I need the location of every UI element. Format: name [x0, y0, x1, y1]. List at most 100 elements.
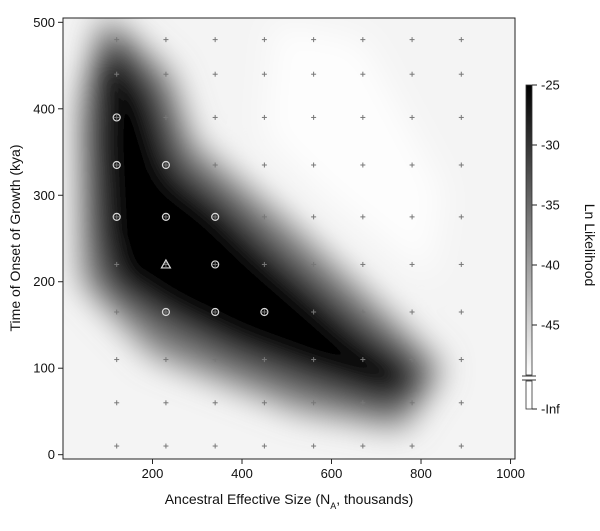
- grid-point: [261, 214, 267, 220]
- y-tick-label: 500: [33, 15, 55, 30]
- grid-point: [311, 214, 317, 220]
- grid-point: [458, 114, 464, 120]
- grid-point: [311, 309, 317, 315]
- grid-point: [261, 261, 267, 267]
- x-tick-label: 800: [410, 466, 432, 481]
- grid-point: [261, 162, 267, 168]
- x-tick-label: 600: [321, 466, 343, 481]
- grid-point: [360, 71, 366, 77]
- grid-point: [360, 261, 366, 267]
- circle-marker: [211, 260, 220, 269]
- x-tick-label: 400: [231, 466, 253, 481]
- grid-point: [212, 37, 218, 43]
- grid-point: [458, 37, 464, 43]
- grid-point: [409, 357, 415, 363]
- grid-point: [311, 114, 317, 120]
- circle-marker: [112, 160, 121, 170]
- grid-point: [261, 357, 267, 363]
- colorbar-tick-label: -40: [541, 258, 560, 273]
- colorbar-label: Ln Likelihood: [582, 204, 598, 287]
- y-tick-label: 0: [48, 447, 55, 462]
- grid-point: [212, 162, 218, 168]
- grid-points: [114, 37, 464, 449]
- circle-marker: [112, 113, 121, 122]
- grid-point: [212, 357, 218, 363]
- circle-marker: [161, 160, 171, 170]
- plot-frame: [62, 17, 516, 460]
- grid-point: [163, 162, 169, 168]
- y-tick-label: 400: [33, 101, 55, 116]
- grid-point: [458, 443, 464, 449]
- colorbar-tick-label: -25: [541, 78, 560, 93]
- grid-point: [114, 400, 120, 406]
- x-tick-label: 1000: [496, 466, 525, 481]
- likelihood-ridge-core: [89, 31, 426, 408]
- circle-marker: [161, 212, 171, 221]
- grid-point: [458, 71, 464, 77]
- circle-marker: [161, 307, 171, 317]
- grid-point: [261, 309, 267, 315]
- grid-point: [114, 309, 120, 315]
- colorbar-gradient: [525, 84, 533, 376]
- y-tick-label: 200: [33, 274, 55, 289]
- grid-point: [360, 443, 366, 449]
- grid-point: [261, 37, 267, 43]
- grid-point: [212, 114, 218, 120]
- x-axis-label: Ancestral Effective Size (NA, thousands): [165, 491, 414, 511]
- grid-point: [409, 214, 415, 220]
- colorbar-tick-label: -35: [541, 198, 560, 213]
- grid-point: [114, 261, 120, 267]
- grid-point: [311, 162, 317, 168]
- grid-point: [212, 309, 218, 315]
- grid-point: [409, 443, 415, 449]
- likelihood-surface: [80, 18, 444, 429]
- colorbar-tick-label: -Inf: [541, 402, 560, 417]
- grid-point: [409, 309, 415, 315]
- grid-point: [360, 214, 366, 220]
- likelihood-light-region: [264, 22, 444, 278]
- grid-point: [212, 443, 218, 449]
- circle-marker: [112, 212, 121, 221]
- grid-point: [114, 357, 120, 363]
- grid-point: [212, 71, 218, 77]
- grid-point: [458, 400, 464, 406]
- colorbar-tick-label: -30: [541, 138, 560, 153]
- grid-point: [311, 443, 317, 449]
- grid-point: [360, 309, 366, 315]
- grid-point: [360, 162, 366, 168]
- grid-point: [163, 357, 169, 363]
- grid-point: [261, 400, 267, 406]
- grid-point: [409, 37, 415, 43]
- circle-marker: [211, 212, 220, 221]
- grid-point: [212, 400, 218, 406]
- mle-markers: [112, 113, 269, 317]
- colorbar-tick-label: -45: [541, 318, 560, 333]
- grid-point: [360, 37, 366, 43]
- grid-point: [163, 309, 169, 315]
- grid-point: [163, 71, 169, 77]
- grid-point: [114, 114, 120, 120]
- grid-point: [409, 162, 415, 168]
- grid-point: [409, 71, 415, 77]
- grid-point: [409, 400, 415, 406]
- grid-point: [212, 261, 218, 267]
- grid-point: [114, 71, 120, 77]
- grid-point: [261, 114, 267, 120]
- grid-point: [114, 443, 120, 449]
- grid-point: [458, 214, 464, 220]
- grid-point: [163, 214, 169, 220]
- grid-point: [311, 357, 317, 363]
- colorbar: -25 -30 -35 -40 -45 -Inf Ln Likelihood: [522, 78, 598, 417]
- grid-point: [409, 261, 415, 267]
- circle-marker: [211, 307, 220, 317]
- grid-point: [212, 214, 218, 220]
- y-tick-label: 100: [33, 361, 55, 376]
- grid-point: [163, 114, 169, 120]
- grid-point: [163, 443, 169, 449]
- grid-point: [409, 114, 415, 120]
- x-tick-label: 200: [142, 466, 164, 481]
- circle-marker: [260, 307, 269, 317]
- grid-point: [114, 214, 120, 220]
- grid-point: [458, 261, 464, 267]
